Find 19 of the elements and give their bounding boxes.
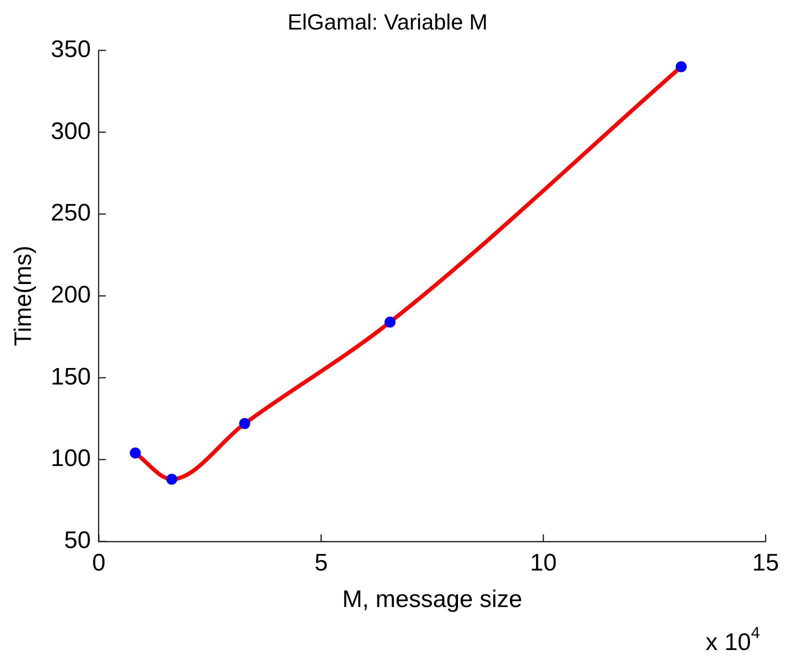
y-tick-label: 300 [50, 118, 91, 145]
point [166, 474, 178, 485]
point [130, 448, 141, 459]
y-tick-label: 150 [50, 363, 91, 390]
point [239, 418, 250, 430]
x-tick-label: 10 [530, 549, 557, 576]
point [384, 316, 396, 328]
y-tick-label: 250 [50, 200, 91, 227]
y-axis-title: Time(ms) [10, 246, 38, 346]
x-tick-label: 0 [92, 549, 106, 576]
y-tick-label: 100 [50, 445, 91, 472]
point [676, 61, 687, 72]
y-tick-label: 200 [50, 282, 91, 309]
x-tick-label: 15 [752, 549, 780, 576]
chart-title: ElGamal: Variable M [287, 9, 488, 34]
y-tick-label: 50 [64, 527, 91, 554]
y-tick-label: 350 [50, 36, 91, 64]
x-tick-label: 5 [314, 549, 328, 576]
x-axis-title: M, message size [342, 586, 522, 614]
